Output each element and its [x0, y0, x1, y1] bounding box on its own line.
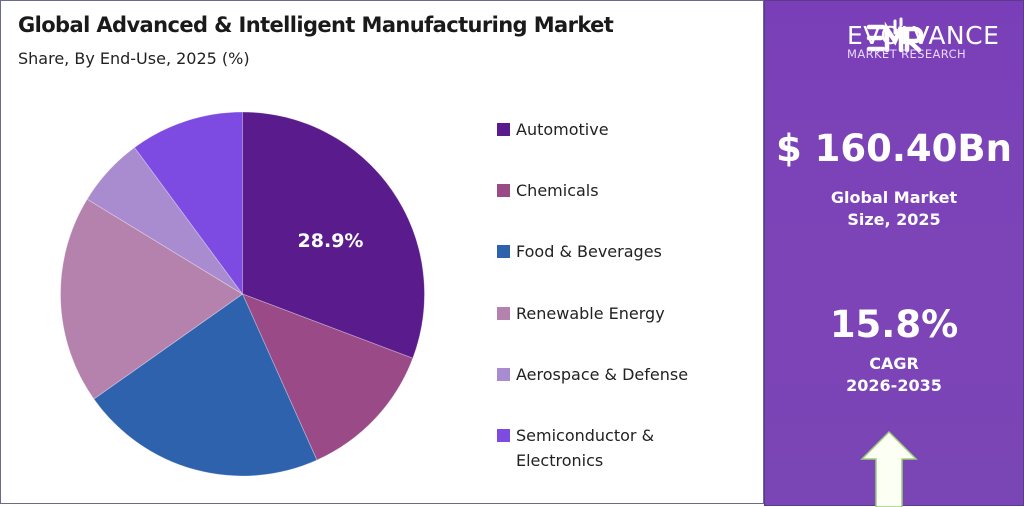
market-size-label-2: Size, 2025: [847, 210, 941, 229]
chart-panel: Global Advanced & Intelligent Manufactur…: [0, 0, 764, 504]
legend-label: Semiconductor &: [516, 426, 655, 445]
emr-logo-mark-icon: [866, 17, 924, 53]
evolvance-logo: EVOLVANCE MARKET RESEARCH: [785, 17, 1005, 61]
pie-slice-chemicals: [241, 293, 414, 461]
legend-swatch: [497, 184, 510, 197]
legend-swatch: [497, 245, 510, 258]
market-size-label-1: Global Market: [830, 188, 958, 207]
legend-label-line2: Electronics: [516, 451, 604, 470]
legend-label: Renewable Energy: [516, 304, 665, 323]
data-label-automotive: 28.9%: [298, 230, 364, 252]
legend-label: Automotive: [516, 120, 609, 139]
pie-slice-food-beverages: [93, 293, 318, 477]
legend-item-renewable-energy: Renewable Energy: [497, 301, 665, 326]
up-arrow-icon: [860, 430, 918, 507]
pie-slice-automotive: [242, 111, 425, 359]
legend-swatch: [497, 123, 510, 136]
market-size-value: $ 160.40Bn: [776, 127, 1012, 170]
pie-slice-aerospace-defense: [86, 146, 243, 295]
legend-label: Food & Beverages: [516, 242, 662, 261]
legend-swatch: [497, 307, 510, 320]
legend-label: Aerospace & Defense: [516, 365, 689, 384]
legend-item-aerospace-defense: Aerospace & Defense: [497, 362, 688, 387]
chart-subtitle: Share, By End-Use, 2025 (%): [18, 49, 250, 68]
legend-item-food-beverages: Food & Beverages: [497, 239, 662, 264]
legend-label: Chemicals: [516, 181, 599, 200]
legend-item-chemicals: Chemicals: [497, 178, 599, 203]
cagr-label: CAGR: [869, 354, 919, 373]
cagr-value: 15.8%: [829, 303, 959, 346]
pie-chart: 28.9%: [60, 111, 425, 477]
legend-item-semiconductor-electronics: Semiconductor & Electronics: [497, 423, 654, 473]
pie-slice-renewable-energy: [60, 198, 244, 400]
cagr-period: 2026-2035: [846, 376, 942, 395]
summary-panel: EVOLVANCE MARKET RESEARCH $ 160.40Bn Glo…: [764, 0, 1024, 507]
logo-name: EVOLVANCE: [847, 21, 1000, 50]
legend-swatch: [497, 429, 510, 442]
legend-swatch: [497, 368, 510, 381]
chart-title: Global Advanced & Intelligent Manufactur…: [18, 13, 614, 37]
pie-slice-semiconductor-electronics: [133, 111, 243, 296]
logo-tagline: MARKET RESEARCH: [847, 47, 967, 61]
legend-item-automotive: Automotive: [497, 117, 609, 142]
